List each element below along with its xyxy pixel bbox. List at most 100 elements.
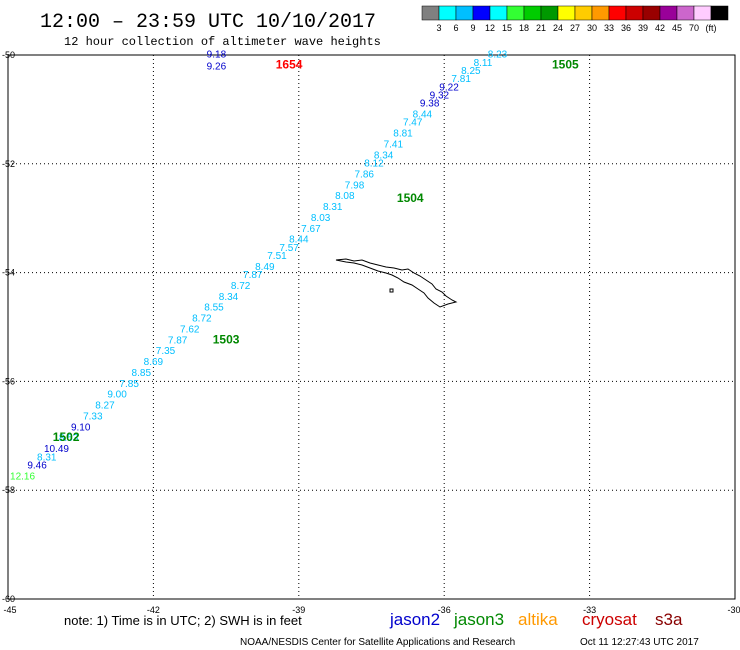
- wave-height-label: 8.53: [59, 433, 79, 444]
- wave-height-label: 9.00: [107, 390, 127, 401]
- wave-height-label: 8.72: [231, 281, 251, 292]
- colorbar-swatch: [472, 5, 491, 21]
- wave-height-label: 7.86: [354, 169, 374, 180]
- footer: note: 1) Time is in UTC; 2) SWH is in fe…: [64, 610, 699, 648]
- wave-height-label: 9.46: [27, 460, 47, 471]
- wave-height-label: 8.34: [219, 292, 239, 303]
- colorbar-swatch: [574, 5, 593, 21]
- colorbar-label: 15: [502, 23, 512, 33]
- satellite-name: altika: [518, 610, 558, 629]
- x-tick-label: -42: [147, 605, 160, 615]
- wave-height-label: 7.87: [243, 270, 263, 281]
- wave-height-label: 8.27: [95, 401, 115, 412]
- wave-height-label: 9.18: [207, 50, 227, 61]
- wave-height-label: 7.85: [119, 379, 139, 390]
- wave-height-label: 7.81: [451, 74, 471, 85]
- wave-height-label: 7.62: [180, 324, 200, 335]
- wave-height-label: 7.33: [83, 411, 103, 422]
- colorbar-swatch: [659, 5, 678, 21]
- colorbar-label: 39: [638, 23, 648, 33]
- footer-note: note: 1) Time is in UTC; 2) SWH is in fe…: [64, 613, 302, 628]
- wave-height-label: 8.69: [144, 357, 164, 368]
- wave-height-label: 8.85: [132, 368, 152, 379]
- colorbar-swatch: [523, 5, 542, 21]
- wave-height-label: 9.22: [439, 82, 459, 93]
- wave-height-label: 9.26: [207, 62, 227, 73]
- gridlines: [8, 55, 735, 599]
- y-tick-label: -50: [2, 50, 15, 60]
- colorbar-swatch: [506, 5, 525, 21]
- axis-tick-labels: -45 -42 -39 -36 -33 -30 -50 -52 -54 -56 -58 -60: [2, 50, 740, 615]
- chart-title: 12:00 – 23:59 UTC 10/10/2017: [40, 11, 376, 34]
- wave-height-label: 8.81: [393, 129, 413, 140]
- colorbar-label: 30: [587, 23, 597, 33]
- plot-frame: [7, 54, 736, 600]
- colorbar-swatch: [557, 5, 576, 21]
- wave-height-label: 10.49: [44, 444, 69, 455]
- x-tick-label: -33: [583, 605, 596, 615]
- colorbar-legend: 3 6 9 12 15 18 21 24 27 30 33 36 39 42 45 70 (ft): [421, 5, 729, 33]
- colorbar-swatch: [710, 5, 729, 21]
- colorbar-swatch: [676, 5, 695, 21]
- wave-height-label: 8.55: [204, 303, 224, 314]
- coastline-south-georgia: [335, 258, 458, 308]
- satellite-name: jason2: [389, 610, 440, 629]
- colorbar-label: 36: [621, 23, 631, 33]
- colorbar-swatch: [489, 5, 508, 21]
- colorbar-label: 42: [655, 23, 665, 33]
- satellite-name: jason3: [453, 610, 504, 629]
- colorbar-label: 21: [536, 23, 546, 33]
- colorbar-swatch: [608, 5, 627, 21]
- colorbar-swatch: [540, 5, 559, 21]
- satellite-name: cryosat: [582, 610, 637, 629]
- pass-number-label: 1504: [397, 191, 424, 205]
- colorbar-label: 18: [519, 23, 529, 33]
- wave-height-label: 7.98: [345, 180, 365, 191]
- colorbar-label: 33: [604, 23, 614, 33]
- y-tick-label: -58: [2, 485, 15, 495]
- wave-height-label: 8.11: [474, 58, 493, 69]
- wave-height-label: 12.16: [10, 471, 35, 482]
- wave-height-label: 7.51: [267, 251, 287, 262]
- wave-height-label: 7.47: [403, 118, 423, 129]
- colorbar-label: 70: [689, 23, 699, 33]
- satellite-name: s3a: [655, 610, 683, 629]
- colorbar-label: 24: [553, 23, 563, 33]
- y-tick-label: -60: [2, 594, 15, 604]
- pass-labels: 1654 1505 1504 1503 1502: [53, 58, 579, 445]
- colorbar-label: 9: [470, 23, 475, 33]
- wave-height-label: 8.03: [311, 213, 331, 224]
- colorbar-swatch: [693, 5, 712, 21]
- colorbar-swatch: [421, 5, 440, 21]
- pass-number-label: 1654: [276, 58, 303, 72]
- pass-number-label: 1505: [552, 58, 579, 72]
- wave-height-points: 9.189.268.238.118.257.819.229.329.388.44…: [10, 50, 508, 483]
- wave-height-label: 8.31: [323, 202, 343, 213]
- wave-height-label: 7.57: [279, 243, 299, 254]
- colorbar-swatch: [438, 5, 457, 21]
- wave-height-label: 7.41: [384, 139, 404, 150]
- wave-height-label: 7.67: [301, 224, 321, 235]
- x-tick-label: -45: [3, 605, 16, 615]
- y-tick-label: -54: [2, 268, 15, 278]
- wave-height-label: 8.25: [461, 66, 481, 77]
- wave-height-label: 8.12: [364, 159, 384, 170]
- wave-height-label: 8.72: [192, 314, 212, 325]
- wave-height-label: 9.10: [71, 422, 91, 433]
- wave-height-label: 9.38: [420, 99, 440, 110]
- colorbar-swatch: [455, 5, 474, 21]
- colorbar-swatch: [642, 5, 661, 21]
- satellite-legend: jason2 jason3 altika cryosat s3a: [389, 610, 683, 629]
- colorbar-label: 45: [672, 23, 682, 33]
- colorbar-label: 27: [570, 23, 580, 33]
- header: 12:00 – 23:59 UTC 10/10/2017 12 hour col…: [40, 11, 381, 49]
- wave-height-label: 8.44: [289, 235, 309, 246]
- chart-subtitle: 12 hour collection of altimeter wave hei…: [64, 35, 381, 49]
- x-tick-label: -39: [292, 605, 305, 615]
- y-tick-label: -56: [2, 376, 15, 386]
- colorbar-swatch: [625, 5, 644, 21]
- pass-number-label: 1502: [53, 430, 80, 444]
- wave-height-label: 8.44: [413, 110, 433, 121]
- colorbar-label: 12: [485, 23, 495, 33]
